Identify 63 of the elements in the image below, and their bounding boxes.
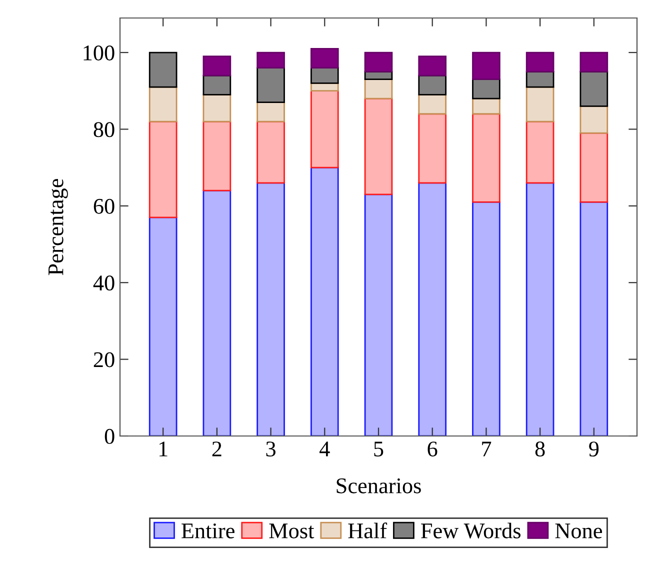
bar [472,52,500,80]
bar [526,52,554,72]
bar [526,120,554,184]
x-axis-title: Scenarios [336,478,421,494]
y-tick-label: 40 [93,276,114,291]
y-tick-label: 0 [104,428,114,444]
bar [364,98,393,196]
bar [472,113,500,203]
bar [472,98,500,115]
legend-label: None [555,524,602,538]
bar [472,78,500,100]
bar [310,166,339,436]
legend-label: Entire [182,523,234,538]
legend-label: Half [348,522,388,538]
bar [364,194,393,436]
bar [256,182,285,436]
bar [202,74,232,96]
bar [256,67,285,104]
bar [364,78,393,100]
bar [256,120,285,184]
bar [202,94,232,122]
bar [310,90,339,168]
bar [148,216,178,436]
bar [202,56,232,76]
y-tick-label: 80 [94,122,114,138]
bar [310,67,339,84]
bar [418,56,447,76]
x-tick-label: 7 [482,442,492,456]
y-tick-label: 100 [84,45,114,60]
bar [148,86,178,122]
x-tick-label: 9 [589,442,599,456]
bar [310,48,339,69]
bar [580,70,608,107]
x-tick-label: 6 [428,442,438,456]
bar [148,52,178,88]
bar [580,132,608,203]
bar [580,106,608,134]
bar [148,120,178,218]
legend-label: Few Words [421,522,520,539]
legend-label: Most [269,524,314,538]
bar [256,102,285,122]
y-axis-title: Percentage [48,179,68,276]
bar [418,113,447,184]
x-tick-label: 4 [320,442,330,456]
bar [256,52,285,69]
bar [418,182,447,436]
bar [580,201,608,436]
bar [364,52,393,72]
bar [202,190,232,436]
bar [418,94,447,115]
y-tick-label: 20 [94,352,114,368]
bar [202,120,232,192]
bar [472,201,500,436]
x-tick-label: 5 [374,442,384,456]
bar [526,86,554,122]
bar [526,182,554,436]
x-tick-label: 2 [212,442,222,456]
bar [418,74,447,96]
x-tick-label: 1 [159,442,168,456]
bar [580,52,608,72]
x-tick-label: 3 [266,442,276,456]
y-tick-label: 60 [94,198,114,214]
x-tick-label: 8 [535,442,545,456]
